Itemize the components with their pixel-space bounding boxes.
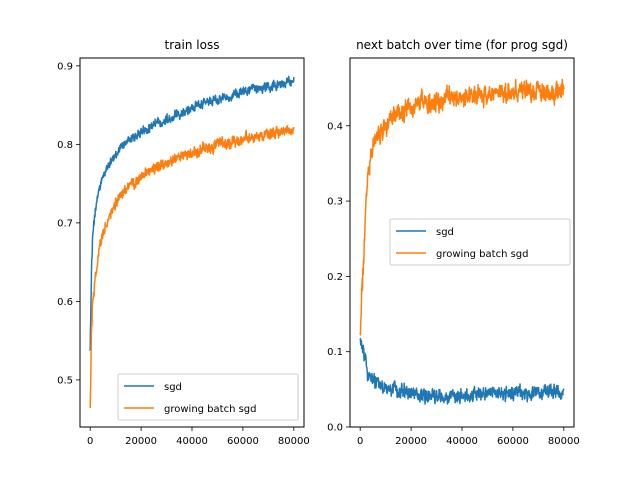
series-line-sgd [359, 337, 565, 405]
x-tick-label: 20000 [125, 436, 157, 447]
legend-box [117, 373, 299, 421]
series-layer [89, 75, 295, 409]
x-tick-label: 20000 [395, 436, 427, 447]
series-line-growing-batch-sgd [89, 125, 295, 409]
y-tick-label: 0.4 [327, 121, 343, 132]
legend: sgd growing batch sgd [117, 373, 299, 421]
legend-label-sgd: sgd [436, 227, 454, 238]
train-loss-panel: train loss 0 20000 40000 60000 80000 0.5 0.6 0.… [57, 38, 310, 447]
series-layer [359, 78, 565, 405]
legend: sgd growing batch sgd [389, 218, 571, 266]
y-tick-label: 0.7 [57, 218, 73, 229]
legend-label-sgd: sgd [164, 382, 182, 393]
series-line-sgd [89, 75, 295, 351]
x-tick-label: 0 [87, 436, 93, 447]
x-tick-label: 80000 [278, 436, 310, 447]
legend-box [389, 218, 571, 266]
x-tick-label: 40000 [446, 436, 478, 447]
y-tick-label: 0.5 [57, 375, 73, 386]
series-line-growing-batch-sgd [359, 78, 565, 336]
y-tick-label: 0.8 [57, 140, 73, 151]
y-tick-label: 0.1 [327, 347, 343, 358]
x-tick-label: 80000 [548, 436, 580, 447]
x-tick-label: 0 [357, 436, 363, 447]
y-tick-label: 0.3 [327, 197, 343, 208]
legend-label-growing-batch-sgd: growing batch sgd [436, 249, 529, 260]
next-batch-panel: next batch over time (for prog sgd) 0 200… [327, 38, 580, 447]
legend-label-growing-batch-sgd: growing batch sgd [164, 404, 257, 415]
chart-title: train loss [165, 38, 220, 52]
y-tick-label: 0.9 [57, 61, 73, 72]
x-tick-label: 60000 [227, 436, 259, 447]
x-tick-label: 60000 [497, 436, 529, 447]
ticks-layer: 0 20000 40000 60000 80000 0.5 0.6 0.7 0.8 0.9 [57, 61, 310, 447]
y-tick-label: 0.6 [57, 297, 73, 308]
ticks-layer: 0 20000 40000 60000 80000 0.0 0.1 0.2 0.3 0.4 [327, 121, 580, 447]
y-tick-label: 0.2 [327, 272, 343, 283]
chart-title: next batch over time (for prog sgd) [356, 38, 568, 52]
x-tick-label: 40000 [176, 436, 208, 447]
y-tick-label: 0.0 [327, 423, 343, 434]
